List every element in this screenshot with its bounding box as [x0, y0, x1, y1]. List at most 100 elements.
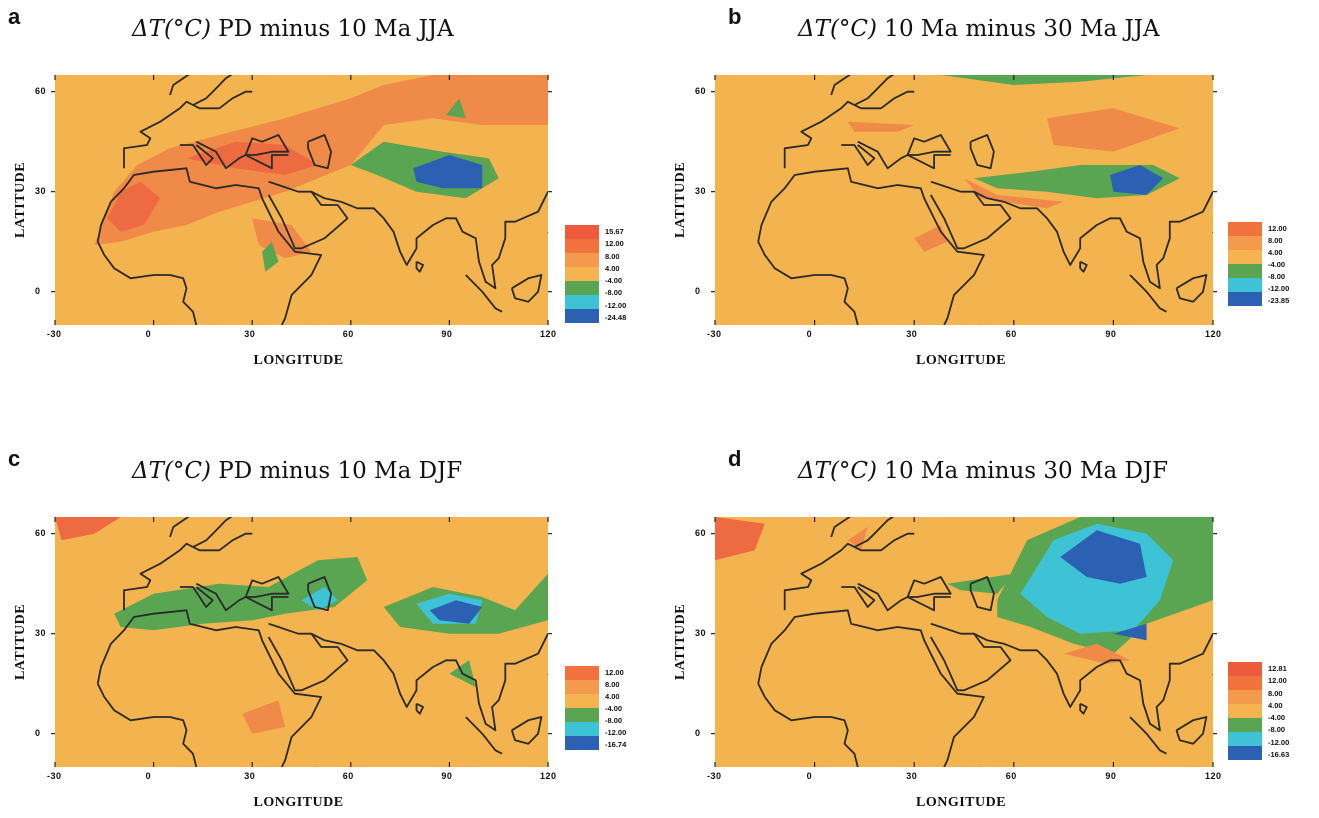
coastline: [841, 586, 876, 608]
x-tick-label: 30: [906, 771, 918, 781]
legend-row: [565, 281, 599, 295]
legend-swatch: [1228, 278, 1262, 292]
legend-label: 8.00: [1268, 236, 1283, 245]
legend-swatch: [565, 708, 599, 722]
y-tick-label: 0: [695, 727, 701, 738]
panel-letter: c: [8, 446, 21, 471]
anomaly-background: [715, 75, 1213, 325]
coastline: [510, 274, 543, 303]
legend-row: [1228, 264, 1262, 278]
legend-label: 12.00: [605, 668, 624, 677]
legend-swatch: [1228, 718, 1262, 732]
legend-row: [565, 666, 599, 680]
coastline: [757, 609, 985, 767]
anomaly-region-cool: [947, 573, 1014, 594]
coastline: [415, 702, 425, 715]
coastline: [547, 673, 548, 676]
legend-row: [1228, 292, 1262, 306]
anomaly-region-coldest: [1110, 165, 1164, 195]
x-tick-label: 120: [1205, 329, 1222, 339]
legend-label: -23.85: [1268, 296, 1290, 305]
legend-swatch: [1228, 732, 1262, 746]
coastline: [310, 190, 548, 290]
coastline: [179, 144, 214, 166]
panel-letter: d: [728, 446, 742, 471]
y-tick-label: 30: [35, 627, 47, 638]
x-tick-label: -30: [47, 329, 62, 339]
legend-label: 12.00: [605, 239, 624, 249]
coastline: [1212, 231, 1213, 234]
x-tick-label: 60: [1005, 771, 1017, 781]
legend-row: [565, 694, 599, 708]
legend-label: 4.00: [605, 692, 620, 701]
legend-row: [565, 680, 599, 694]
legend-label: 12.00: [1268, 676, 1287, 686]
legend-swatch: [565, 281, 599, 295]
coastline: [169, 75, 190, 96]
map-plot: [711, 517, 1217, 767]
legend-label: -8.00: [605, 288, 623, 298]
legend-swatch: [1228, 236, 1262, 250]
x-axis-label: LONGITUDE: [916, 353, 1007, 368]
coastline: [1079, 702, 1088, 715]
x-tick-label: 0: [806, 771, 813, 781]
coastline: [969, 576, 995, 612]
coastline: [830, 517, 852, 538]
coastline: [244, 576, 290, 598]
x-tick-label: 90: [441, 771, 453, 781]
legend-row: [565, 253, 599, 267]
coastline: [244, 134, 290, 156]
y-tick-label: 30: [35, 185, 47, 196]
legend-label: -16.63: [1268, 749, 1290, 759]
x-tick-label: 0: [145, 329, 152, 339]
panel-title: ΔT(°C) 10 Ma minus 30 Ma JJA: [798, 16, 1160, 42]
coastline: [906, 576, 952, 598]
anomaly-region-coldest: [1060, 530, 1147, 584]
legend-swatch: [565, 295, 599, 309]
anomaly-region-coldest: [413, 155, 483, 189]
legend-label: -4.00: [605, 704, 623, 713]
coastline: [1079, 260, 1088, 273]
coastline: [465, 716, 503, 755]
coastline: [757, 683, 859, 767]
coastline: [857, 582, 951, 612]
y-axis-label: LATITUDE: [13, 161, 28, 239]
legend-row: [565, 736, 599, 750]
coastline: [169, 517, 190, 538]
legend-swatch: [565, 694, 599, 708]
x-tick-label: 30: [244, 329, 256, 339]
legend-label: -4.00: [605, 276, 623, 285]
coastline: [979, 766, 981, 767]
coastline: [857, 140, 951, 170]
legend-row: [565, 708, 599, 722]
legend-swatch: [1228, 222, 1262, 236]
x-tick-label: 60: [342, 329, 354, 339]
y-tick-label: 60: [695, 527, 707, 538]
x-axis-label: LONGITUDE: [253, 795, 344, 810]
coastline: [830, 75, 852, 96]
legend-label: 8.00: [605, 251, 620, 261]
map-plot: [51, 75, 552, 325]
x-tick-label: 120: [1205, 771, 1222, 781]
coastline: [192, 517, 233, 548]
legend-swatch: [565, 267, 599, 281]
map-plot: [711, 75, 1217, 325]
legend-swatch: [565, 309, 599, 323]
legend-label: 8.00: [1268, 688, 1283, 698]
legend-swatch: [1228, 662, 1262, 676]
panel-title: ΔT(°C) PD minus 10 Ma JJA: [132, 16, 454, 42]
legend-label: 15.67: [605, 227, 624, 236]
legend-row: [1228, 250, 1262, 264]
coastline: [415, 260, 425, 273]
anomaly-region-warm_strong: [55, 517, 121, 541]
x-axis-label: LONGITUDE: [253, 353, 344, 368]
color-legend: 12.81 12.00 8.00 4.00 -4.00 -8.00 -12.00 -16.63: [1228, 662, 1289, 760]
coastline: [465, 274, 503, 313]
title-math: ΔT(°C): [132, 16, 211, 42]
legend-label: -16.74: [605, 740, 627, 749]
legend-label: -8.00: [1268, 725, 1286, 735]
coastline: [307, 576, 333, 612]
legend-swatch: [565, 225, 599, 239]
y-tick-label: 30: [695, 627, 707, 638]
anomaly-background: [55, 517, 548, 767]
